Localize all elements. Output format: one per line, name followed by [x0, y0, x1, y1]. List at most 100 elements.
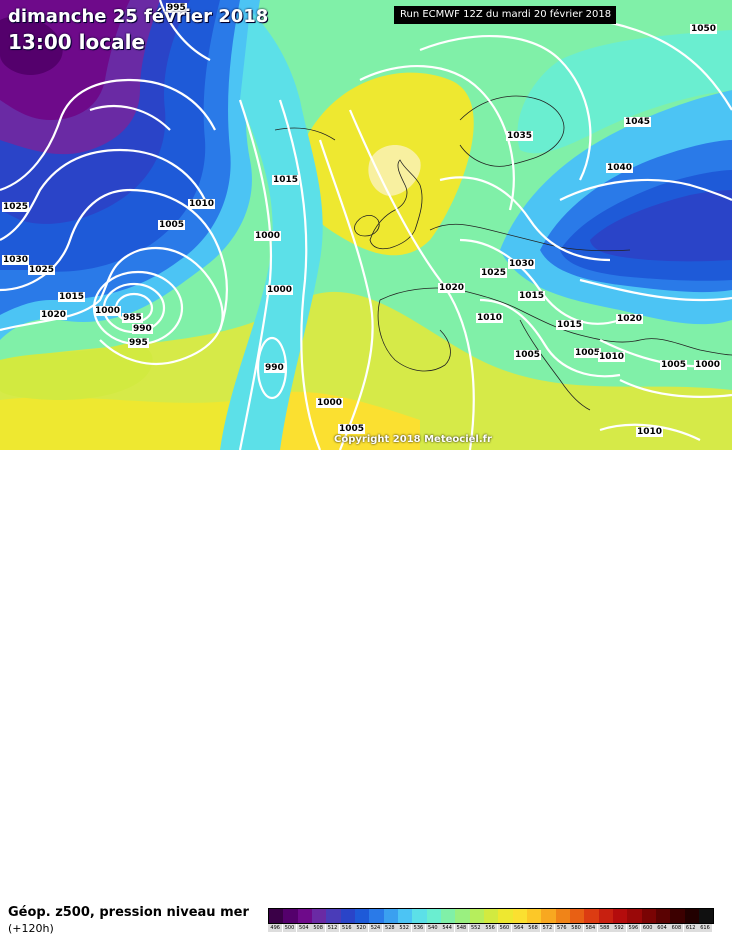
isobar-label: 1020 [616, 314, 644, 324]
scale-swatch [655, 909, 671, 923]
scale-label: 508 [311, 924, 326, 932]
isobar-label: 1015 [556, 320, 584, 330]
scale-swatch [512, 909, 527, 923]
scale-swatch [340, 909, 355, 923]
scale-label: 520 [354, 924, 368, 932]
scale-swatch [684, 909, 699, 923]
scale-label: 516 [339, 924, 354, 932]
isobar-label: 1005 [338, 424, 366, 434]
isobar-label: 1010 [188, 199, 216, 209]
scale-label: 524 [368, 924, 383, 932]
isobar-label: 1005 [574, 348, 602, 358]
isobar-label: 1005 [660, 360, 688, 370]
isobar-label: 1025 [2, 202, 30, 212]
scale-label: 592 [612, 924, 626, 932]
scale-swatch [397, 909, 413, 923]
isobar-label: 995 [166, 3, 187, 13]
scale-label: 576 [554, 924, 569, 932]
scale-label: 588 [597, 924, 612, 932]
scale-label: 500 [282, 924, 297, 932]
isobar-label: 1030 [2, 255, 30, 265]
weather-map: 995 1025 1030 1025 1015 1020 1000 985 99… [0, 0, 732, 450]
isobar-label: 1040 [606, 163, 634, 173]
forecast-date: dimanche 25 février 2018 [8, 6, 269, 27]
isobar-label: 1010 [636, 427, 664, 437]
scale-swatch [311, 909, 327, 923]
scale-label: 584 [583, 924, 598, 932]
geopotential-field [0, 0, 732, 450]
scale-label: 496 [268, 924, 283, 932]
scale-label: 532 [397, 924, 411, 932]
scale-swatch [627, 909, 642, 923]
isobar-label: 1010 [476, 313, 504, 323]
scale-swatch [598, 909, 613, 923]
scale-label: 552 [468, 924, 483, 932]
scale-label: 560 [497, 924, 512, 932]
scale-swatch [612, 909, 628, 923]
scale-swatch [297, 909, 312, 923]
scale-label: 544 [440, 924, 454, 932]
isobar-label: 1015 [518, 291, 546, 301]
run-info-banner: Run ECMWF 12Z du mardi 20 février 2018 [394, 6, 616, 24]
scale-label: 568 [526, 924, 540, 932]
scale-swatch [569, 909, 585, 923]
scale-swatch [526, 909, 542, 923]
copyright-text: Copyright 2018 Meteociel.fr [334, 434, 492, 445]
legend-footer: Géop. z500, pression niveau mer (+120h) … [0, 450, 732, 935]
scale-swatch [269, 909, 284, 923]
scale-swatch [541, 909, 556, 923]
isobar-label: 1000 [266, 285, 294, 295]
forecast-time: 13:00 locale [8, 30, 145, 54]
scale-label: 608 [669, 924, 684, 932]
isobar-label: 1025 [480, 268, 508, 278]
isobar-label: 1025 [28, 265, 56, 275]
scale-label: 604 [655, 924, 669, 932]
scale-label: 612 [683, 924, 698, 932]
isobar-label: 1000 [316, 398, 344, 408]
scale-swatch [455, 909, 470, 923]
scale-label: 504 [296, 924, 311, 932]
scale-swatch [354, 909, 370, 923]
lead-time: (+120h) [8, 922, 54, 935]
scale-swatch [483, 909, 499, 923]
scale-swatch [440, 909, 456, 923]
isobar-label: 1020 [438, 283, 466, 293]
isobar-label: 990 [264, 363, 285, 373]
scale-label: 564 [511, 924, 526, 932]
scale-swatch [383, 909, 398, 923]
scale-swatch [412, 909, 427, 923]
scale-label: 540 [425, 924, 440, 932]
scale-label: 600 [640, 924, 655, 932]
scale-label: 556 [483, 924, 497, 932]
isobar-label: 995 [128, 338, 149, 348]
isobar-label: 1030 [508, 259, 536, 269]
scale-label: 616 [698, 924, 712, 932]
scale-swatch [426, 909, 441, 923]
isobar-label: 1015 [272, 175, 300, 185]
isobar-label: 1000 [94, 306, 122, 316]
isobar-label: 1015 [58, 292, 86, 302]
scale-label: 548 [454, 924, 469, 932]
color-scale [268, 908, 714, 924]
isobar-label: 1000 [694, 360, 722, 370]
scale-label: 512 [325, 924, 340, 932]
scale-swatch [498, 909, 513, 923]
isobar-label: 990 [132, 324, 153, 334]
color-scale-labels: 496 500 504 508 512 516 520 524 528 532 536 540 544 5… [268, 924, 712, 932]
scale-swatch [326, 909, 341, 923]
isobar-label: 1005 [158, 220, 186, 230]
isobar-label: 1035 [506, 131, 534, 141]
isobar-label: 1045 [624, 117, 652, 127]
scale-label: 536 [411, 924, 426, 932]
scale-swatch [369, 909, 384, 923]
scale-swatch [584, 909, 599, 923]
isobar-label: 1020 [40, 310, 68, 320]
product-title: Géop. z500, pression niveau mer [8, 905, 249, 920]
scale-label: 528 [382, 924, 397, 932]
scale-label: 580 [569, 924, 583, 932]
isobar-label: 1010 [598, 352, 626, 362]
scale-swatch [698, 909, 714, 923]
scale-label: 596 [626, 924, 641, 932]
isobar-label: 1005 [514, 350, 542, 360]
